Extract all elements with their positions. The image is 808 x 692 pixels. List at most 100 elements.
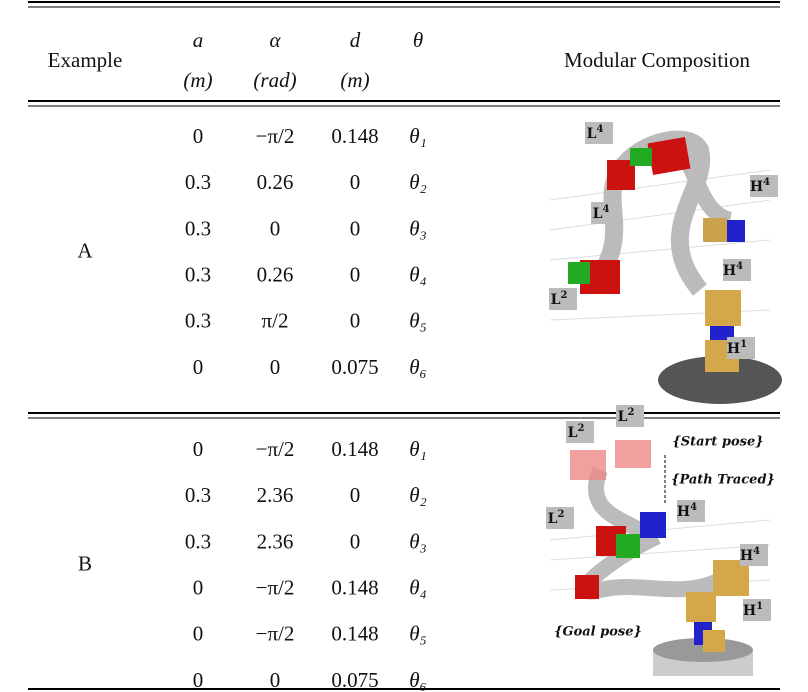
cell: 0 — [193, 668, 204, 692]
figure-label: H1 — [727, 339, 747, 358]
cell: θ₁ — [409, 437, 427, 461]
cell: 0.148 — [331, 437, 378, 461]
label-base: L — [568, 425, 578, 441]
label-sup: 2 — [627, 407, 634, 418]
cell: 0 — [193, 355, 204, 379]
cell: 2.36 — [257, 529, 294, 553]
figure-label-box — [723, 259, 751, 281]
cell: θ₃ — [409, 529, 427, 553]
cell: 0 — [193, 576, 204, 600]
label-sup: 2 — [560, 290, 567, 301]
cell: π/2 — [262, 309, 289, 333]
cell: −π/2 — [256, 437, 295, 461]
header-symbol: a — [193, 28, 204, 52]
label-sup: 1 — [740, 339, 747, 350]
figure-label: H1 — [743, 601, 763, 620]
figure-label-box — [677, 500, 705, 522]
cell: θ₅ — [409, 622, 427, 646]
cell: θ₄ — [409, 576, 427, 600]
label-base: L — [587, 126, 597, 142]
figure-label: L2 — [551, 290, 568, 309]
cell: θ₂ — [409, 483, 427, 507]
cell: −π/2 — [256, 622, 295, 646]
cell: 0 — [350, 529, 361, 553]
header-unit: (rad) — [253, 68, 296, 92]
cell: 0.3 — [185, 263, 211, 287]
label-base: L — [593, 206, 603, 222]
cell: θ₆ — [409, 355, 427, 379]
cell: 2.36 — [257, 483, 294, 507]
label-sup: 4 — [753, 546, 760, 557]
cell: 0.3 — [185, 216, 211, 240]
figure-label: L2 — [548, 509, 565, 528]
figure-label: L4 — [587, 124, 604, 143]
label-sup: 4 — [602, 204, 609, 215]
cell: 0 — [193, 124, 204, 148]
label-sup: 4 — [763, 177, 770, 188]
cell: 0 — [193, 437, 204, 461]
header-modular: Modular Composition — [564, 48, 751, 72]
label-base: H — [677, 504, 690, 520]
figure-label-box — [566, 421, 594, 443]
figure-label-box — [549, 288, 577, 310]
cell: 0 — [350, 309, 361, 333]
figure-label-box — [616, 405, 644, 427]
cell: −π/2 — [256, 576, 295, 600]
figure-label-box — [750, 175, 778, 197]
cell: 0.148 — [331, 622, 378, 646]
label-sup: 2 — [557, 509, 564, 520]
cell: 0.3 — [185, 170, 211, 194]
label-base: L — [618, 409, 628, 425]
cell: 0.3 — [185, 309, 211, 333]
figure-label-box — [585, 122, 613, 144]
label-base: H — [743, 603, 756, 619]
figure-label: H4 — [677, 502, 697, 521]
figure-label-box — [546, 507, 574, 529]
header-symbol: θ — [413, 28, 423, 52]
figure-label: L2 — [618, 407, 635, 426]
cell: 0 — [270, 216, 281, 240]
figure-label: H4 — [723, 261, 743, 280]
cell: 0.075 — [331, 668, 378, 692]
cell: 0.3 — [185, 529, 211, 553]
cell: 0.26 — [257, 170, 294, 194]
cell: 0 — [193, 622, 204, 646]
label-base: H — [750, 179, 763, 195]
cell: 0.3 — [185, 483, 211, 507]
header-symbol: α — [269, 28, 281, 52]
cell: 0.148 — [331, 124, 378, 148]
label-base: H — [727, 341, 740, 357]
header-example: Example — [48, 48, 123, 72]
figure-note: {Path Traced} — [671, 473, 775, 488]
cell: 0.148 — [331, 576, 378, 600]
example-name: B — [78, 551, 92, 575]
figure-note: {Start pose} — [672, 435, 763, 450]
label-sup: 2 — [577, 423, 584, 434]
label-base: L — [548, 511, 558, 527]
cell: −π/2 — [256, 124, 295, 148]
label-base: H — [740, 548, 753, 564]
cell: θ₅ — [409, 309, 427, 333]
cell: 0 — [270, 355, 281, 379]
label-sup: 4 — [596, 124, 603, 135]
figure-label-box — [591, 202, 619, 224]
figure-label: H4 — [750, 177, 770, 196]
cell: 0 — [350, 170, 361, 194]
header-symbol: d — [350, 28, 361, 52]
cell: 0.26 — [257, 263, 294, 287]
label-base: L — [551, 292, 561, 308]
rules — [28, 1, 780, 690]
cell: θ₂ — [409, 170, 427, 194]
label-sup: 4 — [736, 261, 743, 272]
cell: θ₁ — [409, 124, 427, 148]
figure-label: L4 — [593, 204, 610, 223]
figure-label-box — [743, 599, 771, 621]
cell: 0.075 — [331, 355, 378, 379]
label-sup: 4 — [690, 502, 697, 513]
figure-label-box — [740, 544, 768, 566]
cell: 0 — [350, 216, 361, 240]
cell: 0 — [350, 483, 361, 507]
cell: θ₆ — [409, 668, 427, 692]
cell: 0 — [270, 668, 281, 692]
